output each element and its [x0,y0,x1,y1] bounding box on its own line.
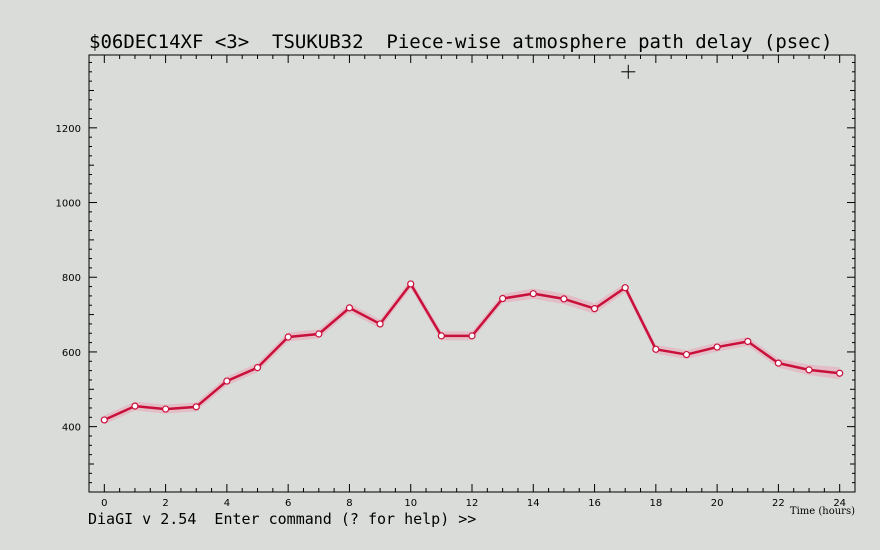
data-point [376,320,384,328]
x-tick-label: 16 [588,498,601,509]
data-point [652,345,660,353]
x-tick-label: 20 [711,498,724,509]
error-band [104,279,840,425]
data-point [744,337,752,346]
x-tick-label: 10 [404,498,417,509]
data-point [682,350,691,359]
data-point [774,359,783,367]
series-points [100,280,844,424]
data-point [590,305,599,313]
chart-title: $06DEC14XF <3> TSUKUB32 Piece-wise atmos… [89,31,833,53]
series-polyline [103,282,840,422]
command-prompt[interactable]: DiaGI v 2.54 Enter command (? for help) … [88,510,477,528]
data-point [284,333,292,341]
x-tick-label: 2 [162,498,168,509]
data-point [162,405,170,413]
data-point [621,284,629,292]
data-point [713,343,721,351]
data-point [100,416,108,424]
y-tick-label: 800 [62,273,81,284]
x-tick-label: 8 [346,498,352,509]
x-tick-label: 22 [772,498,785,509]
x-axis-label: Time (hours) [790,506,855,517]
error-band-area [104,279,840,425]
data-point [131,402,139,410]
data-point [560,295,568,303]
x-tick-label: 14 [527,498,540,509]
x-tick-label: 12 [466,498,479,509]
y-tick-label: 600 [62,348,81,359]
plot-frame [88,54,856,493]
crosshair-cursor [621,64,636,79]
y-tick-label: 1200 [56,124,81,135]
data-point [468,332,476,340]
axis-ticks [89,55,855,492]
data-point [253,364,262,372]
data-point [345,304,354,312]
x-tick-label: 18 [649,498,662,509]
x-tick-label: 6 [285,498,291,509]
y-tick-label: 400 [62,423,81,434]
data-point [836,369,844,377]
data-point [437,332,445,340]
data-point [407,280,415,288]
data-point [315,330,323,338]
data-point [223,377,231,385]
data-point [529,290,537,298]
x-tick-label: 24 [833,498,846,509]
x-tick-label: 4 [224,498,230,509]
data-point [805,366,813,374]
tick-labels: 0 2 4 6 8 10 12 14 16 18 20 22 2440060080010001200Ti… [56,124,856,517]
y-tick-label: 1000 [56,199,81,210]
x-tick-label: 0 [101,498,107,509]
series-line [103,282,840,422]
data-point [499,294,507,303]
data-point [192,403,200,411]
